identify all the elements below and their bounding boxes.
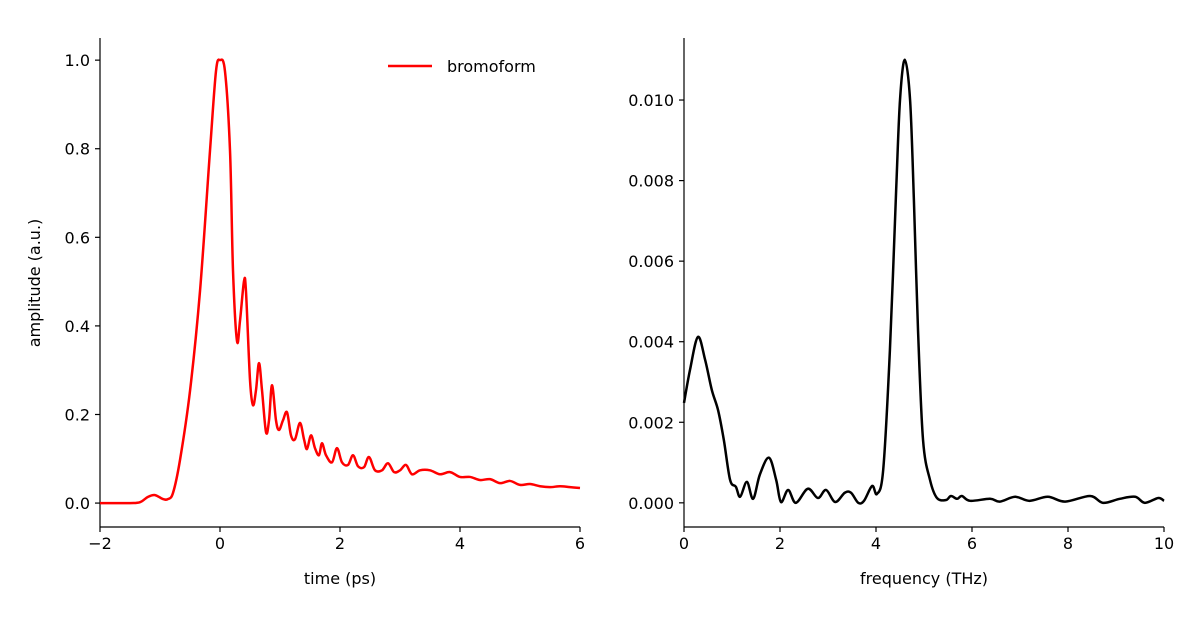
y-tick-label: 0.2 [65,405,90,424]
left-axes-time-domain: −2 0 2 4 6 0.0 0.2 0.4 0.6 0.8 1.0 [65,38,585,553]
x-axis-label-frequency: frequency (THz) [860,569,988,588]
y-axis-label-amplitude: amplitude (a.u.) [25,219,44,348]
y-tick-label: 0.006 [628,252,674,271]
y-tick-label: 0.000 [628,494,674,513]
y-tick-label: 0.8 [65,140,90,159]
y-tick-label: 0.6 [65,228,90,247]
y-tick-label: 0.4 [65,317,90,336]
y-tick-label: 0.002 [628,413,674,432]
x-tick-label: 8 [1063,534,1073,553]
x-tick-label: 4 [871,534,881,553]
x-tick-label: 10 [1154,534,1174,553]
x-tick-label: 6 [575,534,585,553]
y-tick-label: 0.0 [65,494,90,513]
y-tick-label: 0.004 [628,333,674,352]
series-line-bromoform [99,58,581,505]
x-tick-label: 4 [455,534,465,553]
y-tick-label: 0.008 [628,172,674,191]
x-tick-label: 0 [679,534,689,553]
legend-label-bromoform: bromoform [447,57,536,76]
x-tick-label: −2 [88,534,112,553]
legend: bromoform [388,57,536,76]
x-tick-label: 0 [215,534,225,553]
x-tick-label: 2 [335,534,345,553]
right-axes-frequency-domain: 0 2 4 6 8 10 0.000 0.002 0.004 0.006 0.008 0.010 [628,38,1174,553]
x-tick-label: 2 [775,534,785,553]
x-tick-label: 6 [967,534,977,553]
y-tick-label: 1.0 [65,51,90,70]
y-tick-label: 0.010 [628,91,674,110]
series-line [682,58,1165,505]
x-axis-label-time: time (ps) [304,569,376,588]
